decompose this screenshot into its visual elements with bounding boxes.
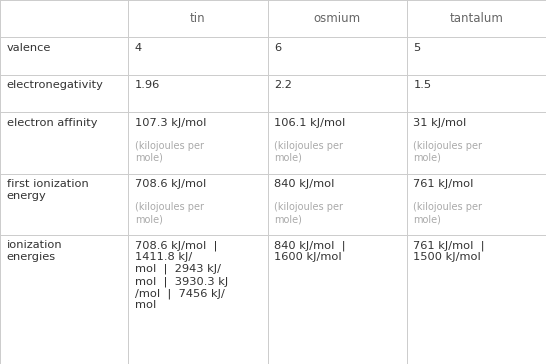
Text: 840 kJ/mol  |
1600 kJ/mol: 840 kJ/mol | 1600 kJ/mol	[274, 240, 346, 262]
Text: 840 kJ/mol: 840 kJ/mol	[274, 179, 335, 189]
Text: first ionization
energy: first ionization energy	[7, 179, 88, 201]
Text: valence: valence	[7, 43, 51, 53]
Text: 761 kJ/mol  |
1500 kJ/mol: 761 kJ/mol | 1500 kJ/mol	[413, 240, 485, 262]
Text: 6: 6	[274, 43, 281, 53]
Text: electron affinity: electron affinity	[7, 118, 97, 128]
Text: (kilojoules per
mole): (kilojoules per mole)	[413, 202, 482, 224]
Text: 1.5: 1.5	[413, 80, 431, 90]
Text: tantalum: tantalum	[449, 12, 503, 25]
Text: ionization
energies: ionization energies	[7, 240, 62, 262]
Text: electronegativity: electronegativity	[7, 80, 103, 90]
Text: 5: 5	[413, 43, 420, 53]
Text: 708.6 kJ/mol  |
1411.8 kJ/
mol  |  2943 kJ/
mol  |  3930.3 kJ
/mol  |  7456 kJ/
: 708.6 kJ/mol | 1411.8 kJ/ mol | 2943 kJ/…	[135, 240, 228, 310]
Text: (kilojoules per
mole): (kilojoules per mole)	[413, 141, 482, 163]
Text: 31 kJ/mol: 31 kJ/mol	[413, 118, 467, 128]
Text: 2.2: 2.2	[274, 80, 292, 90]
Text: 4: 4	[135, 43, 142, 53]
Text: 107.3 kJ/mol: 107.3 kJ/mol	[135, 118, 206, 128]
Text: 106.1 kJ/mol: 106.1 kJ/mol	[274, 118, 345, 128]
Text: (kilojoules per
mole): (kilojoules per mole)	[274, 202, 343, 224]
Text: 761 kJ/mol: 761 kJ/mol	[413, 179, 474, 189]
Text: 1.96: 1.96	[135, 80, 160, 90]
Text: (kilojoules per
mole): (kilojoules per mole)	[135, 202, 204, 224]
Text: 708.6 kJ/mol: 708.6 kJ/mol	[135, 179, 206, 189]
Text: tin: tin	[190, 12, 206, 25]
Text: osmium: osmium	[313, 12, 361, 25]
Text: (kilojoules per
mole): (kilojoules per mole)	[274, 141, 343, 163]
Text: (kilojoules per
mole): (kilojoules per mole)	[135, 141, 204, 163]
